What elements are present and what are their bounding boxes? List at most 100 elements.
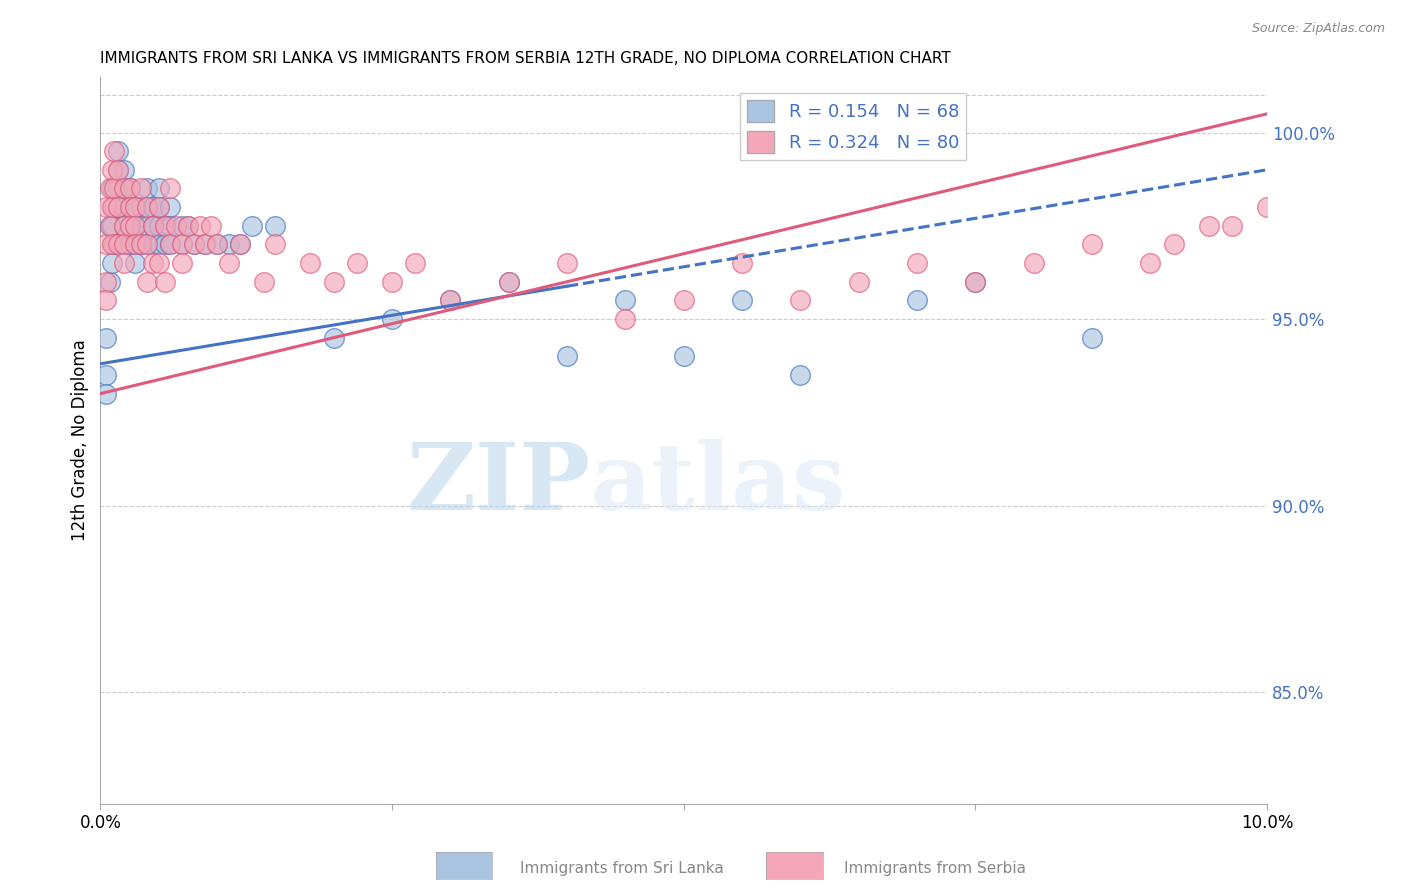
Point bbox=[159, 200, 181, 214]
Point bbox=[112, 237, 135, 252]
Point bbox=[159, 219, 181, 233]
Point bbox=[118, 181, 141, 195]
Point bbox=[107, 162, 129, 177]
Point bbox=[129, 200, 152, 214]
Point bbox=[101, 200, 124, 214]
Point bbox=[124, 200, 146, 214]
Point bbox=[1022, 256, 1045, 270]
Point bbox=[170, 237, 193, 252]
Point bbox=[1081, 331, 1104, 345]
Text: Source: ZipAtlas.com: Source: ZipAtlas.com bbox=[1251, 22, 1385, 36]
Point bbox=[124, 219, 146, 233]
Point bbox=[188, 219, 211, 233]
Point bbox=[381, 275, 404, 289]
Text: atlas: atlas bbox=[591, 439, 845, 529]
Point bbox=[1256, 200, 1278, 214]
Point bbox=[439, 293, 461, 308]
Point bbox=[124, 200, 146, 214]
Point bbox=[112, 162, 135, 177]
Point bbox=[731, 256, 754, 270]
Point bbox=[1396, 144, 1406, 158]
Point bbox=[112, 200, 135, 214]
Point bbox=[1163, 237, 1185, 252]
Point bbox=[124, 237, 146, 252]
Point bbox=[555, 349, 578, 363]
Point bbox=[142, 200, 165, 214]
Point bbox=[322, 331, 344, 345]
Point bbox=[148, 237, 170, 252]
Text: ZIP: ZIP bbox=[406, 439, 591, 529]
Point bbox=[118, 237, 141, 252]
Point bbox=[103, 237, 125, 252]
Point bbox=[439, 293, 461, 308]
Point bbox=[905, 293, 928, 308]
Point bbox=[107, 144, 129, 158]
Point bbox=[136, 181, 159, 195]
Point bbox=[194, 237, 217, 252]
Point bbox=[124, 219, 146, 233]
Point bbox=[136, 219, 159, 233]
Point bbox=[159, 237, 181, 252]
Point bbox=[200, 219, 222, 233]
Point bbox=[129, 219, 152, 233]
Point bbox=[218, 237, 240, 252]
Point bbox=[170, 219, 193, 233]
Point bbox=[107, 200, 129, 214]
Point bbox=[148, 219, 170, 233]
Text: Immigrants from Serbia: Immigrants from Serbia bbox=[844, 861, 1025, 876]
Point bbox=[1139, 256, 1161, 270]
Point bbox=[103, 144, 125, 158]
Point bbox=[218, 256, 240, 270]
Point bbox=[264, 237, 287, 252]
Point bbox=[142, 219, 165, 233]
Point bbox=[142, 237, 165, 252]
Point bbox=[789, 293, 811, 308]
Point bbox=[96, 331, 118, 345]
Point bbox=[848, 275, 870, 289]
Point bbox=[965, 275, 987, 289]
Point bbox=[148, 181, 170, 195]
Point bbox=[118, 219, 141, 233]
Point bbox=[170, 237, 193, 252]
Point bbox=[1315, 162, 1337, 177]
Point bbox=[98, 219, 121, 233]
Point bbox=[129, 237, 152, 252]
Point bbox=[101, 256, 124, 270]
Point bbox=[1372, 162, 1395, 177]
Point bbox=[112, 219, 135, 233]
Point bbox=[183, 237, 205, 252]
Point bbox=[183, 237, 205, 252]
Point bbox=[112, 181, 135, 195]
Point bbox=[136, 200, 159, 214]
Point bbox=[96, 237, 118, 252]
Point bbox=[205, 237, 228, 252]
Point bbox=[107, 237, 129, 252]
Point bbox=[103, 181, 125, 195]
Point bbox=[614, 312, 637, 326]
Point bbox=[129, 181, 152, 195]
Point bbox=[148, 200, 170, 214]
Point bbox=[965, 275, 987, 289]
Point bbox=[177, 219, 200, 233]
Point bbox=[672, 349, 695, 363]
Point bbox=[98, 219, 121, 233]
Point bbox=[96, 368, 118, 382]
Point bbox=[264, 219, 287, 233]
Point bbox=[1220, 219, 1243, 233]
Point bbox=[118, 200, 141, 214]
Point bbox=[205, 237, 228, 252]
Point bbox=[165, 219, 187, 233]
Point bbox=[159, 237, 181, 252]
Point bbox=[498, 275, 520, 289]
Point bbox=[498, 275, 520, 289]
Point bbox=[98, 181, 121, 195]
Point bbox=[98, 275, 121, 289]
Point bbox=[112, 256, 135, 270]
Point bbox=[112, 181, 135, 195]
Point bbox=[96, 386, 118, 401]
Point bbox=[153, 219, 176, 233]
Point bbox=[240, 219, 263, 233]
Point bbox=[101, 237, 124, 252]
Point bbox=[118, 219, 141, 233]
Point bbox=[1081, 237, 1104, 252]
